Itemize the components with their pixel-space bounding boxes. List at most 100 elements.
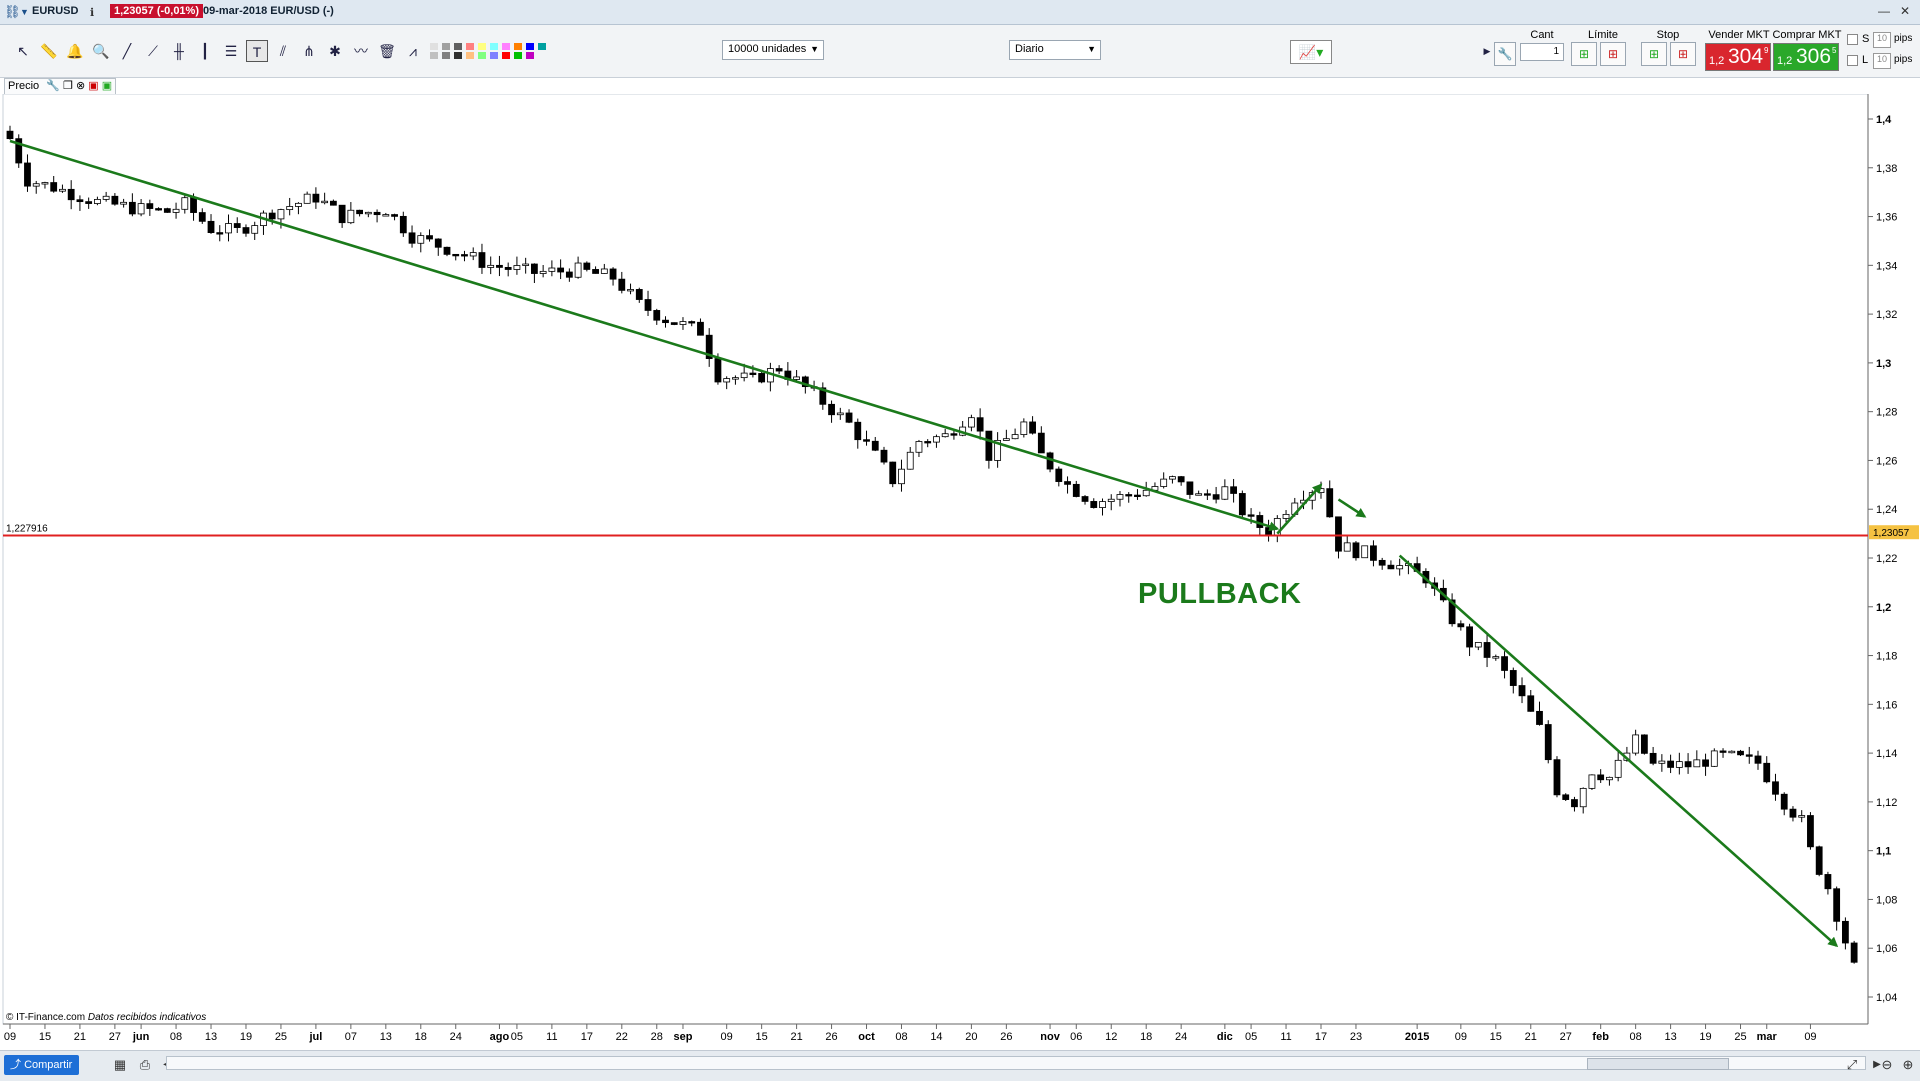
scrollbar-thumb[interactable] xyxy=(1587,1058,1729,1070)
zoom-icon[interactable]: 🔍 xyxy=(92,43,110,59)
candle-body xyxy=(15,138,23,164)
fib-icon[interactable]: ☰ xyxy=(224,43,238,59)
candle-body xyxy=(941,433,949,438)
reset-zoom-icon[interactable]: ⤢ xyxy=(1846,1057,1858,1072)
price-chart[interactable]: 1,4 1,38 1,36 1,34 1,32 1,3 1,28 1,26 1,24 1,22 1,… xyxy=(0,94,1920,1050)
color-swatch[interactable] xyxy=(466,43,474,50)
line-icon[interactable]: ╱ xyxy=(122,43,132,59)
color-swatch[interactable] xyxy=(430,43,438,50)
color-swatch[interactable] xyxy=(538,43,546,50)
cursor-icon[interactable]: ↖ xyxy=(17,43,29,59)
color-swatch[interactable] xyxy=(442,52,450,59)
pitchfork-icon[interactable]: ⋔ xyxy=(303,43,315,59)
x-tick-label: 07 xyxy=(345,1031,357,1043)
price-main: 306 xyxy=(1796,45,1832,68)
x-tick-label: 22 xyxy=(616,1031,628,1043)
chart-scrollbar[interactable] xyxy=(166,1056,1866,1070)
period-select[interactable]: Diario ▼ xyxy=(1009,40,1101,60)
link-icon[interactable]: ⛓ xyxy=(4,4,21,19)
color-swatch[interactable] xyxy=(490,52,498,59)
hline-icon[interactable]: ╫ xyxy=(174,43,184,59)
candles xyxy=(6,125,1858,964)
x-tick-label: dic xyxy=(1217,1031,1233,1043)
stop-sell-button[interactable]: ⊞ xyxy=(1670,42,1696,66)
print-icon[interactable]: ⎙ xyxy=(139,1057,151,1072)
ruler-icon[interactable]: 📏 xyxy=(40,43,58,59)
channel-icon[interactable]: ⫽ xyxy=(279,43,287,59)
color-swatch[interactable] xyxy=(502,43,510,50)
drawing-toolbar: ↖ 📏 🔔 🔍 ╱ ⟋ ╫ ┃ ☰ T ⫽ ⋔ ✱ 〰 🗑 ⩘ 10000 unidades ▼ Diario ▼ 📈▾… xyxy=(0,25,1920,78)
color-swatch[interactable] xyxy=(430,52,438,59)
color-swatch[interactable] xyxy=(514,43,522,50)
s-checkbox[interactable] xyxy=(1847,34,1858,45)
symbol-label[interactable]: EURUSD xyxy=(32,5,79,17)
trend-line[interactable] xyxy=(9,139,1280,532)
x-tick-label: 15 xyxy=(39,1031,51,1043)
current-price-label: 1,23057 xyxy=(1873,528,1910,539)
remove-icon[interactable]: ⊗ xyxy=(75,80,86,92)
window-icon[interactable]: ❐ xyxy=(63,80,73,92)
trend-line[interactable] xyxy=(1276,483,1323,535)
color-swatch[interactable] xyxy=(454,43,462,50)
limit-buy-button[interactable]: ⊞ xyxy=(1571,42,1597,66)
calculator-icon[interactable]: ▦ xyxy=(113,1057,127,1072)
candle-body xyxy=(618,278,626,291)
candle-body xyxy=(1396,565,1404,570)
zoom-in-icon[interactable]: ⊕ xyxy=(1902,1057,1914,1072)
panel-toggle-icon[interactable]: ▶ xyxy=(1483,46,1491,56)
s-pips-input[interactable]: 10 xyxy=(1873,32,1891,48)
close-icon[interactable]: ✕ xyxy=(1899,4,1911,18)
trend-icon[interactable]: 〰 xyxy=(354,43,368,59)
sell-market-button[interactable]: 1,2 304 9 xyxy=(1705,43,1771,71)
magic-icon[interactable]: ✱ xyxy=(329,43,341,59)
pattern-icon[interactable]: ⩘ xyxy=(409,43,417,59)
settings-icon[interactable]: 🔧 xyxy=(1494,42,1516,66)
color-swatch[interactable] xyxy=(478,52,486,59)
trend-line[interactable] xyxy=(1337,498,1367,518)
quantity-input[interactable]: 1 xyxy=(1520,43,1564,61)
candle-body xyxy=(216,232,224,235)
l-checkbox[interactable] xyxy=(1847,55,1858,66)
ray-icon[interactable]: ⟋ xyxy=(148,43,158,59)
candle-body xyxy=(1169,476,1176,480)
bell-icon[interactable]: 🔔 xyxy=(66,43,84,59)
flag-icon[interactable]: ▣ xyxy=(88,80,99,92)
l-pips-label: pips xyxy=(1894,54,1913,65)
minimize-icon[interactable]: — xyxy=(1878,4,1890,18)
buy-market-button[interactable]: 1,2 306 5 xyxy=(1773,43,1839,71)
candle-body xyxy=(76,199,84,203)
color-swatch[interactable] xyxy=(478,43,486,50)
chart-type-icon[interactable]: 📈▾ xyxy=(1290,40,1332,64)
candle-body xyxy=(1763,762,1771,783)
candle-body xyxy=(1081,496,1089,502)
limit-sell-button[interactable]: ⊞ xyxy=(1600,42,1626,66)
color-swatch[interactable] xyxy=(454,52,462,59)
x-tick-label: 12 xyxy=(1105,1031,1117,1043)
color-swatch[interactable] xyxy=(526,43,534,50)
candle-body xyxy=(1142,489,1150,497)
share-button[interactable]: ⤴ Compartir xyxy=(4,1055,80,1075)
candle-body xyxy=(1186,481,1194,495)
l-pips-input[interactable]: 10 xyxy=(1873,53,1891,69)
x-tick-label: 06 xyxy=(1070,1031,1082,1043)
buy-label: Comprar MKT xyxy=(1772,29,1842,41)
units-select[interactable]: 10000 unidades ▼ xyxy=(722,40,824,60)
export-icon[interactable]: ▣ xyxy=(101,80,113,92)
color-swatch[interactable] xyxy=(502,52,510,59)
info-icon[interactable]: ℹ xyxy=(90,7,95,19)
trend-line[interactable] xyxy=(1398,554,1839,948)
color-swatch[interactable] xyxy=(442,43,450,50)
candle-body xyxy=(1483,642,1491,658)
wrench-icon[interactable]: 🔧 xyxy=(46,80,60,92)
chevron-down-icon[interactable]: ▼ xyxy=(20,7,29,17)
scroll-right-icon[interactable]: ▶ xyxy=(1873,1059,1881,1070)
vline-icon[interactable]: ┃ xyxy=(200,43,210,59)
zoom-out-icon[interactable]: ⊖ xyxy=(1881,1057,1893,1072)
color-swatch[interactable] xyxy=(466,52,474,59)
trash-icon[interactable]: 🗑 xyxy=(378,43,396,59)
stop-buy-button[interactable]: ⊞ xyxy=(1641,42,1667,66)
color-swatch[interactable] xyxy=(514,52,522,59)
color-swatch[interactable] xyxy=(526,52,534,59)
text-icon[interactable]: T xyxy=(246,40,268,62)
color-swatch[interactable] xyxy=(490,43,498,50)
